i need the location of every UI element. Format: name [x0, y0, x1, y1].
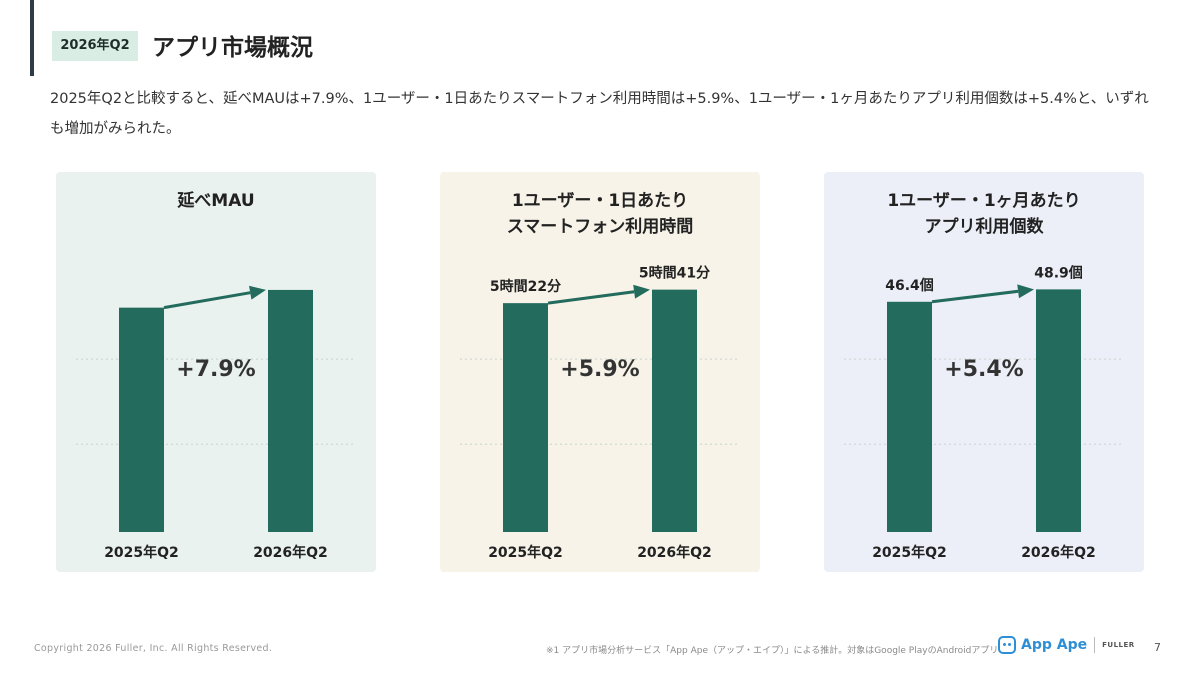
logo-divider	[1094, 637, 1096, 653]
usage-time-change-arrowhead	[633, 284, 650, 299]
mau-change-arrowhead	[249, 285, 266, 300]
app-count-category-label-0: 2025年Q2	[872, 544, 947, 561]
period-badge: 2026年Q2	[52, 31, 138, 61]
chart-usage-time: 2025年Q2 5時間22分 2026年Q2 5時間41分 +5.9%	[460, 265, 740, 561]
fuller-logo-text: FULLER	[1102, 641, 1135, 649]
usage-time-bar-1	[652, 289, 697, 532]
mau-change-arrow	[163, 291, 251, 310]
app-count-value-label-1: 48.9個	[1034, 264, 1083, 281]
mau-category-label-0: 2025年Q2	[104, 544, 179, 561]
usage-time-category-label-0: 2025年Q2	[488, 544, 563, 561]
mau-change-label: +7.9%	[176, 357, 255, 382]
app-count-bar-1	[1036, 289, 1081, 532]
chart-title-usage-time: 1ユーザー・1日あたり スマートフォン利用時間	[506, 191, 694, 237]
chart-panel-app-count: 2025年Q2 46.4個 2026年Q2 48.9個 +5.4% 1ユーザー・1ヶ月あ…	[824, 172, 1144, 572]
usage-time-change-label: +5.9%	[560, 357, 639, 382]
app-ape-icon	[998, 636, 1016, 654]
usage-time-value-label-1: 5時間41分	[639, 265, 710, 282]
chart-panel-mau: 2025年Q2 2026年Q2 +7.9% 延べMAU	[56, 172, 376, 572]
mau-bar-0	[119, 307, 164, 532]
chart-app-count: 2025年Q2 46.4個 2026年Q2 48.9個 +5.4%	[844, 264, 1124, 561]
chart-mau: 2025年Q2 2026年Q2 +7.9%	[76, 285, 356, 561]
app-count-value-label-0: 46.4個	[885, 277, 934, 294]
usage-time-value-label-0: 5時間22分	[490, 278, 561, 295]
chart-panel-usage-time: 2025年Q2 5時間22分 2026年Q2 5時間41分 +5.9% 1ユーザー・1日…	[440, 172, 760, 572]
app-ape-logo: App Ape FULLER	[998, 636, 1135, 654]
page-title: アプリ市場概況	[152, 35, 313, 61]
app-count-change-arrow	[931, 289, 1019, 304]
mau-category-label-1: 2026年Q2	[253, 544, 328, 561]
summary-text: 2025年Q2と比較すると、延べMAUは+7.9%、1ユーザー・1日あたりスマー…	[50, 91, 1149, 137]
app-count-category-label-1: 2026年Q2	[1021, 544, 1096, 561]
copyright-text: Copyright 2026 Fuller, Inc. All Rights R…	[34, 643, 273, 654]
chart-title-mau: 延べMAU	[177, 191, 255, 211]
page-number: 7	[1154, 641, 1161, 654]
logo-text: App Ape	[1021, 637, 1088, 653]
usage-time-category-label-1: 2026年Q2	[637, 544, 712, 561]
chart-title-app-count: 1ユーザー・1ヶ月あたり アプリ利用個数	[887, 191, 1081, 237]
app-count-bar-0	[887, 301, 932, 532]
app-count-change-label: +5.4%	[944, 357, 1023, 382]
mau-bar-1	[268, 289, 313, 532]
usage-time-change-arrow	[547, 290, 635, 305]
app-count-change-arrowhead	[1017, 284, 1034, 299]
usage-time-bar-0	[503, 303, 548, 532]
footnote-text: ※1 アプリ市場分析サービス「App Ape（アップ・エイプ）」による推計。対象…	[546, 646, 999, 656]
header-accent-rule	[30, 0, 34, 76]
